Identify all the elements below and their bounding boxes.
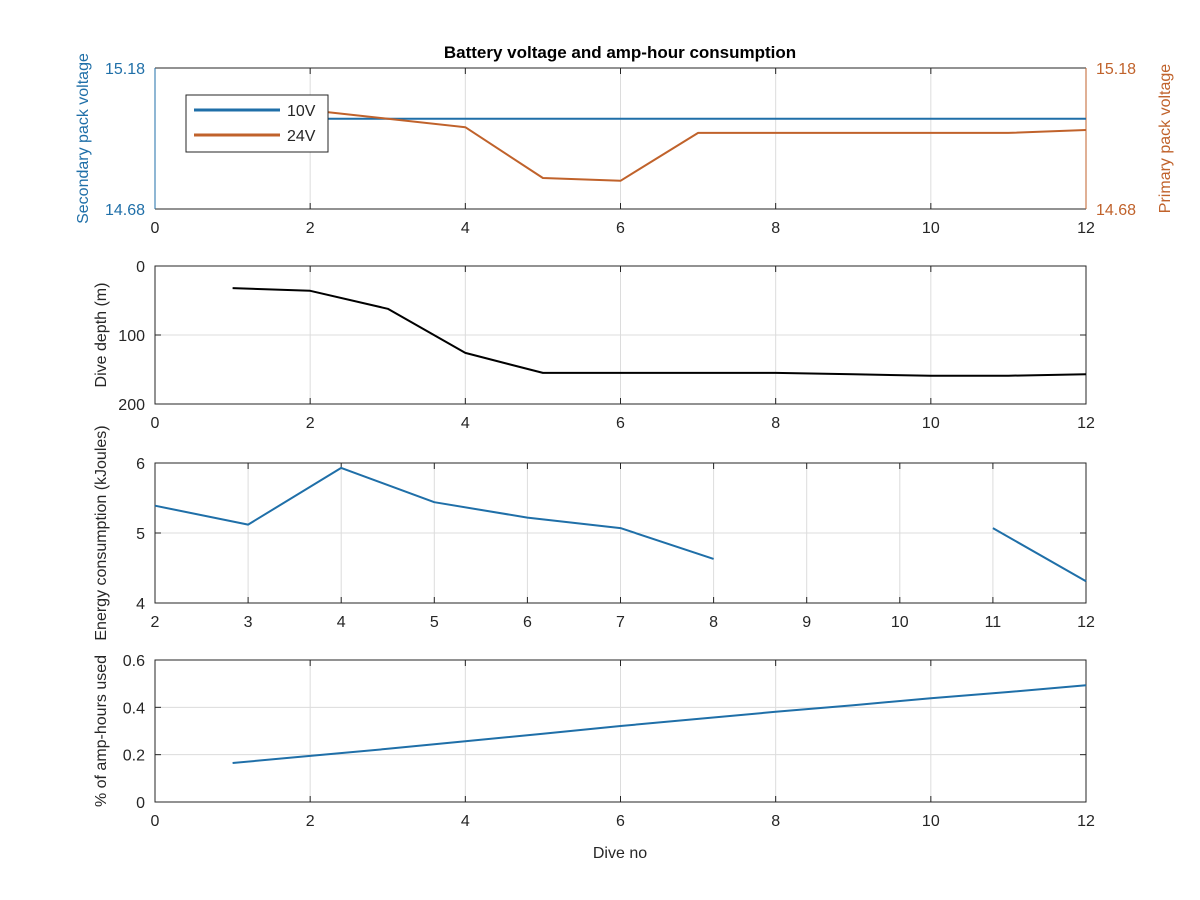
y-right-tick-label: 15.18 <box>1096 61 1136 78</box>
y-tick-label: 6 <box>136 456 145 473</box>
amp-hours-line <box>232 684 1087 764</box>
legend-label-24v: 24V <box>287 128 316 145</box>
y-tick-label: 5 <box>136 526 145 543</box>
x-tick-label: 0 <box>151 415 160 432</box>
x-tick-label: 12 <box>1077 614 1095 631</box>
x-tick-label: 0 <box>151 220 160 237</box>
y-tick-label: 0.2 <box>123 748 145 765</box>
x-tick-label: 6 <box>523 614 532 631</box>
grid-lines <box>155 463 1086 603</box>
axis-frame <box>154 659 1087 803</box>
x-tick-label: 6 <box>616 813 625 830</box>
x-tick-label: 5 <box>430 614 439 631</box>
x-tick-label: 8 <box>771 813 780 830</box>
x-tick-label: 11 <box>985 614 1002 631</box>
y-tick-label: 0.6 <box>123 653 145 670</box>
x-tick-label: 10 <box>922 220 940 237</box>
energy-line <box>992 527 1087 583</box>
x-tick-label: 2 <box>151 614 160 631</box>
y-tick-label: 15.18 <box>105 61 145 78</box>
x-tick-label: 4 <box>461 415 470 432</box>
x-tick-label: 8 <box>771 220 780 237</box>
grid-lines <box>155 660 1086 802</box>
energy-line <box>154 466 714 560</box>
axis-frame <box>154 462 1087 604</box>
y-tick-label: 4 <box>136 596 145 613</box>
x-tick-label: 8 <box>709 614 718 631</box>
x-tick-label: 6 <box>616 220 625 237</box>
energy-panel: Energy consumption (kJoules) 2 3 4 5 6 7 8 9 10 1… <box>93 425 1095 640</box>
x-tick-label: 12 <box>1077 220 1095 237</box>
chart-title: Battery voltage and amp-hour consumption <box>444 43 796 62</box>
x-axis-label: Dive no <box>593 845 647 862</box>
axis-frame <box>154 265 1087 405</box>
voltage-panel: Battery voltage and amp-hour consumption… <box>75 43 1174 237</box>
x-tick-label: 12 <box>1077 813 1095 830</box>
depth-line <box>232 287 1087 377</box>
x-tick-label: 2 <box>306 415 315 432</box>
legend-box <box>185 94 329 153</box>
x-tick-label: 9 <box>802 614 811 631</box>
x-tick-label: 4 <box>461 220 470 237</box>
legend: 10V 24V <box>185 94 329 153</box>
primary-voltage-axis-label: Primary pack voltage <box>1157 64 1174 213</box>
x-tick-label: 12 <box>1077 415 1095 432</box>
grid-lines <box>155 266 1086 404</box>
x-tick-label: 10 <box>891 614 909 631</box>
x-tick-label: 10 <box>922 415 940 432</box>
y-tick-label: 0 <box>136 259 145 276</box>
grid-lines <box>309 68 932 209</box>
amp-hours-axis-label: % of amp-hours used <box>93 655 110 807</box>
y-tick-label: 100 <box>118 328 145 345</box>
y-tick-label: 14.68 <box>105 202 145 219</box>
series-line-24v <box>310 109 1087 182</box>
y-tick-label: 200 <box>118 397 145 414</box>
y-right-tick-label: 14.68 <box>1096 202 1136 219</box>
energy-axis-label: Energy consumption (kJoules) <box>93 425 110 640</box>
x-tick-label: 10 <box>922 813 940 830</box>
x-tick-label: 3 <box>244 614 253 631</box>
x-tick-label: 6 <box>616 415 625 432</box>
x-tick-label: 4 <box>337 614 346 631</box>
secondary-voltage-axis-label: Secondary pack voltage <box>75 53 92 224</box>
depth-panel: Dive depth (m) 0 2 4 6 8 10 12 0 100 200 <box>93 259 1095 432</box>
y-tick-label: 0.4 <box>123 700 145 717</box>
x-tick-label: 0 <box>151 813 160 830</box>
depth-axis-label: Dive depth (m) <box>93 283 110 388</box>
y-tick-label: 0 <box>136 795 145 812</box>
x-tick-label: 8 <box>771 415 780 432</box>
x-tick-label: 7 <box>616 614 625 631</box>
x-tick-label: 2 <box>306 220 315 237</box>
x-tick-label: 4 <box>461 813 470 830</box>
x-tick-label: 2 <box>306 813 315 830</box>
amp-hours-panel: % of amp-hours used Dive no 0 2 4 6 8 10 12 0 0.… <box>93 653 1095 862</box>
legend-label-10v: 10V <box>287 103 316 120</box>
